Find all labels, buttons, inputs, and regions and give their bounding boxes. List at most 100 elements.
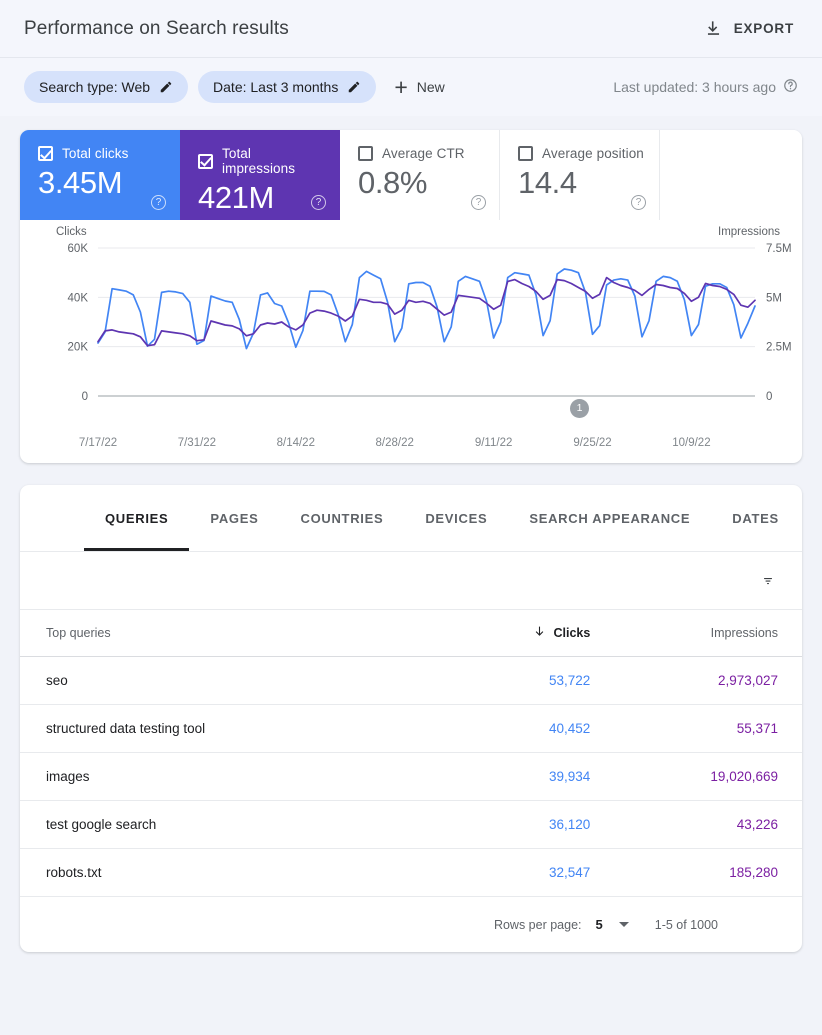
help-circle-icon[interactable]: ? xyxy=(311,195,326,210)
last-updated: Last updated: 3 hours ago xyxy=(613,78,798,96)
arrow-down-icon xyxy=(533,625,546,641)
rows-per-page-label: Rows per page: xyxy=(493,917,582,932)
metric-checkbox-total-clicks[interactable] xyxy=(38,146,53,161)
help-circle-icon[interactable] xyxy=(783,78,798,96)
svg-text:8/28/22: 8/28/22 xyxy=(376,437,414,449)
add-new-filter-button[interactable]: + New xyxy=(386,71,458,103)
svg-text:0: 0 xyxy=(766,391,772,403)
cell-query: images xyxy=(20,752,427,801)
chart-range-slider-handle[interactable]: 1 xyxy=(570,399,589,418)
metric-card-total-clicks[interactable]: Total clicks 3.45M ? xyxy=(20,130,180,220)
tab-countries[interactable]: COUNTRIES xyxy=(279,485,404,551)
pencil-icon xyxy=(159,80,173,94)
cell-clicks: 53,722 xyxy=(426,656,615,705)
table-row[interactable]: structured data testing tool 40,452 55,371 xyxy=(20,704,802,753)
tab-devices[interactable]: DEVICES xyxy=(404,485,508,551)
column-header-query[interactable]: Top queries xyxy=(46,626,111,640)
right-axis-title: Impressions xyxy=(718,226,780,238)
tab-label: QUERIES xyxy=(105,510,169,526)
pagination-range: 1-5 of 1000 xyxy=(654,917,718,932)
metric-card-average-position[interactable]: Average position 14.4 ? xyxy=(500,130,660,220)
svg-text:8/14/22: 8/14/22 xyxy=(277,437,315,449)
cell-clicks: 40,452 xyxy=(426,704,615,753)
performance-chart-card: Total clicks 3.45M ? Total impressions 4… xyxy=(20,130,802,463)
tab-label: DEVICES xyxy=(425,510,488,526)
svg-text:20K: 20K xyxy=(68,342,89,354)
filter-chip-search-type[interactable]: Search type: Web xyxy=(24,71,189,103)
help-circle-icon[interactable]: ? xyxy=(631,195,646,210)
cell-query: robots.txt xyxy=(20,848,427,896)
table-body: seo 53,722 2,973,027 structured data testin… xyxy=(20,656,802,896)
metric-checkbox-average-position[interactable] xyxy=(518,146,533,161)
svg-text:40K: 40K xyxy=(68,292,89,304)
metric-label: Average CTR xyxy=(382,146,465,161)
column-header-clicks-label: Clicks xyxy=(553,626,591,640)
export-button[interactable]: EXPORT xyxy=(700,13,798,44)
svg-text:5M: 5M xyxy=(766,292,782,304)
svg-text:7/31/22: 7/31/22 xyxy=(178,437,216,449)
rows-per-page-value[interactable]: 5 xyxy=(595,917,603,932)
metric-card-average-ctr[interactable]: Average CTR 0.8% ? xyxy=(340,130,500,220)
cell-impressions: 43,226 xyxy=(614,800,802,849)
filter-chip-date[interactable]: Date: Last 3 months xyxy=(198,71,377,103)
last-updated-label: Last updated: 3 hours ago xyxy=(613,79,776,95)
metric-card-total-impressions[interactable]: Total impressions 421M ? xyxy=(180,130,340,220)
filter-funnel-icon[interactable] xyxy=(758,573,778,589)
queries-table: Top queries Clicks Impressions seo 53,722… xyxy=(20,610,802,896)
metric-cards-spacer xyxy=(660,130,802,220)
svg-text:10/9/22: 10/9/22 xyxy=(672,437,710,449)
svg-text:7/17/22: 7/17/22 xyxy=(79,437,117,449)
chart-svg[interactable]: 60K 7.5M 40K 5M 20K 2.5M 0 0 7/17/22 7/31/22 8/14/… xyxy=(20,230,802,460)
app-header: Performance on Search results EXPORT xyxy=(0,0,822,58)
metric-value: 14.4 xyxy=(518,165,577,200)
dimension-table-card: QUERIES PAGES COUNTRIES DEVICES SEARCH APPEA… xyxy=(20,485,802,952)
cell-query: test google search xyxy=(20,800,427,849)
tab-label: SEARCH APPEARANCE xyxy=(529,510,691,526)
new-filter-label: New xyxy=(416,79,445,95)
filter-bar: Search type: Web Date: Last 3 months + N… xyxy=(0,58,822,116)
page-title: Performance on Search results xyxy=(24,17,289,39)
svg-text:7.5M: 7.5M xyxy=(766,243,792,255)
table-row[interactable]: seo 53,722 2,973,027 xyxy=(20,656,802,705)
left-axis-title: Clicks xyxy=(56,226,87,238)
cell-impressions: 185,280 xyxy=(614,848,802,896)
metric-value: 0.8% xyxy=(358,165,428,200)
column-header-clicks[interactable]: Clicks xyxy=(427,610,615,657)
metric-value: 421M xyxy=(198,180,274,215)
svg-text:9/11/22: 9/11/22 xyxy=(475,437,513,449)
previous-page-button[interactable] xyxy=(740,916,760,933)
cell-impressions: 19,020,669 xyxy=(614,752,802,801)
cell-clicks: 39,934 xyxy=(426,752,615,801)
metric-checkbox-average-ctr[interactable] xyxy=(358,146,373,161)
next-page-button[interactable] xyxy=(760,916,780,933)
pencil-icon xyxy=(347,80,361,94)
svg-text:60K: 60K xyxy=(68,243,89,255)
svg-text:0: 0 xyxy=(82,391,88,403)
filter-chip-label: Search type: Web xyxy=(39,79,151,95)
chevron-down-icon[interactable] xyxy=(618,922,629,927)
metric-value: 3.45M xyxy=(38,165,123,200)
help-circle-icon[interactable]: ? xyxy=(151,195,166,210)
tab-label: DATES xyxy=(732,510,779,526)
cell-clicks: 36,120 xyxy=(426,800,615,849)
tab-queries[interactable]: QUERIES xyxy=(84,485,190,551)
table-row[interactable]: robots.txt 32,547 185,280 xyxy=(20,848,802,896)
tab-pages[interactable]: PAGES xyxy=(189,485,279,551)
tab-label: PAGES xyxy=(210,510,259,526)
column-header-impressions[interactable]: Impressions xyxy=(710,626,778,640)
help-circle-icon[interactable]: ? xyxy=(471,195,486,210)
table-toolbar xyxy=(20,552,802,610)
metric-label: Total clicks xyxy=(62,146,129,161)
table-row[interactable]: images 39,934 19,020,669 xyxy=(20,752,802,801)
metric-label: Average position xyxy=(542,146,644,161)
cell-impressions: 2,973,027 xyxy=(614,656,802,705)
cell-query: structured data testing tool xyxy=(20,704,427,753)
svg-text:9/25/22: 9/25/22 xyxy=(573,437,611,449)
dimension-tabs: QUERIES PAGES COUNTRIES DEVICES SEARCH APPEA… xyxy=(20,485,802,552)
table-row[interactable]: test google search 36,120 43,226 xyxy=(20,800,802,849)
metric-checkbox-total-impressions[interactable] xyxy=(198,153,213,169)
tab-search-appearance[interactable]: SEARCH APPEARANCE xyxy=(508,485,711,551)
table-pagination: Rows per page: 5 1-5 of 1000 xyxy=(20,896,802,952)
cell-clicks: 32,547 xyxy=(426,848,615,896)
tab-dates[interactable]: DATES xyxy=(711,485,800,551)
